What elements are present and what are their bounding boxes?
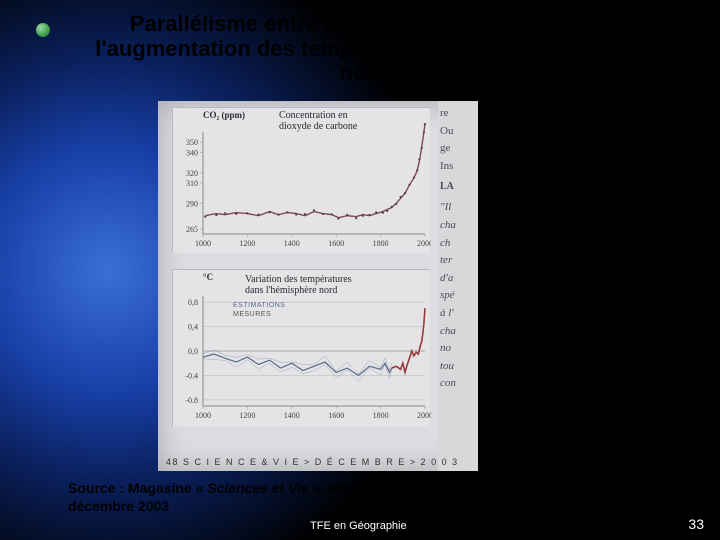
- temp-title-1: Variation des températures: [245, 274, 352, 285]
- svg-text:1200: 1200: [239, 411, 255, 420]
- source-title: Sciences et Vie: [207, 480, 308, 496]
- side-cropped-text: reOugeInsLA"Ilchachterd'aspéà l'chanotou…: [438, 101, 478, 471]
- source-prefix: Source : Magasine «: [68, 480, 207, 496]
- svg-text:1600: 1600: [328, 411, 344, 420]
- svg-text:320: 320: [186, 169, 198, 178]
- svg-text:1600: 1600: [328, 239, 344, 248]
- legend-mesures: MESURES: [233, 311, 271, 318]
- svg-text:310: 310: [186, 179, 198, 188]
- co2-title-1: Concentration en: [279, 110, 348, 121]
- svg-text:1200: 1200: [239, 239, 255, 248]
- svg-text:1400: 1400: [284, 239, 300, 248]
- page-number: 33: [688, 516, 704, 532]
- temp-title-2: dans l'hémisphère nord: [245, 285, 337, 296]
- svg-text:1400: 1400: [284, 411, 300, 420]
- svg-text:1000: 1000: [195, 411, 211, 420]
- svg-text:1000: 1000: [195, 239, 211, 248]
- co2-y-unit: CO₂ (ppm): [203, 110, 245, 120]
- scan-footer: 48 S C I E N C E & V I E > D É C E M B R…: [166, 457, 459, 467]
- svg-text:350: 350: [186, 138, 198, 147]
- temp-y-unit: °C: [203, 272, 213, 282]
- svg-text:-0.4: -0.4: [185, 371, 198, 380]
- svg-text:1800: 1800: [373, 239, 389, 248]
- footer-label: TFE en Géographie: [310, 520, 407, 532]
- svg-text:-0.8: -0.8: [185, 396, 198, 405]
- svg-text:0,0: 0,0: [188, 347, 198, 356]
- svg-text:2000: 2000: [417, 239, 431, 248]
- scanned-figure: 265 290 310320 340350 1000 1200 1400 1600 1800 20…: [158, 101, 478, 471]
- slide-title: Parallélisme entre la révolution industr…: [72, 12, 662, 86]
- svg-text:0,8: 0,8: [188, 298, 198, 307]
- temp-chart: -0.8 -0.4 0,0 0,4 0,8 1000 1200 1400 1600 1800 200…: [172, 269, 430, 427]
- co2-title-2: dioxyde de carbone: [279, 121, 357, 132]
- svg-text:290: 290: [186, 199, 198, 208]
- svg-text:2000: 2000: [417, 411, 431, 420]
- svg-text:0,4: 0,4: [188, 323, 198, 332]
- legend-estimations: ESTIMATIONS: [233, 302, 285, 309]
- bullet-icon: [36, 23, 50, 37]
- co2-chart: 265 290 310320 340350 1000 1200 1400 1600 1800 20…: [172, 107, 430, 253]
- source-caption: Source : Magasine « Sciences et Vie », M…: [68, 480, 628, 515]
- svg-text:265: 265: [186, 225, 198, 234]
- svg-text:340: 340: [186, 148, 198, 157]
- svg-text:1800: 1800: [373, 411, 389, 420]
